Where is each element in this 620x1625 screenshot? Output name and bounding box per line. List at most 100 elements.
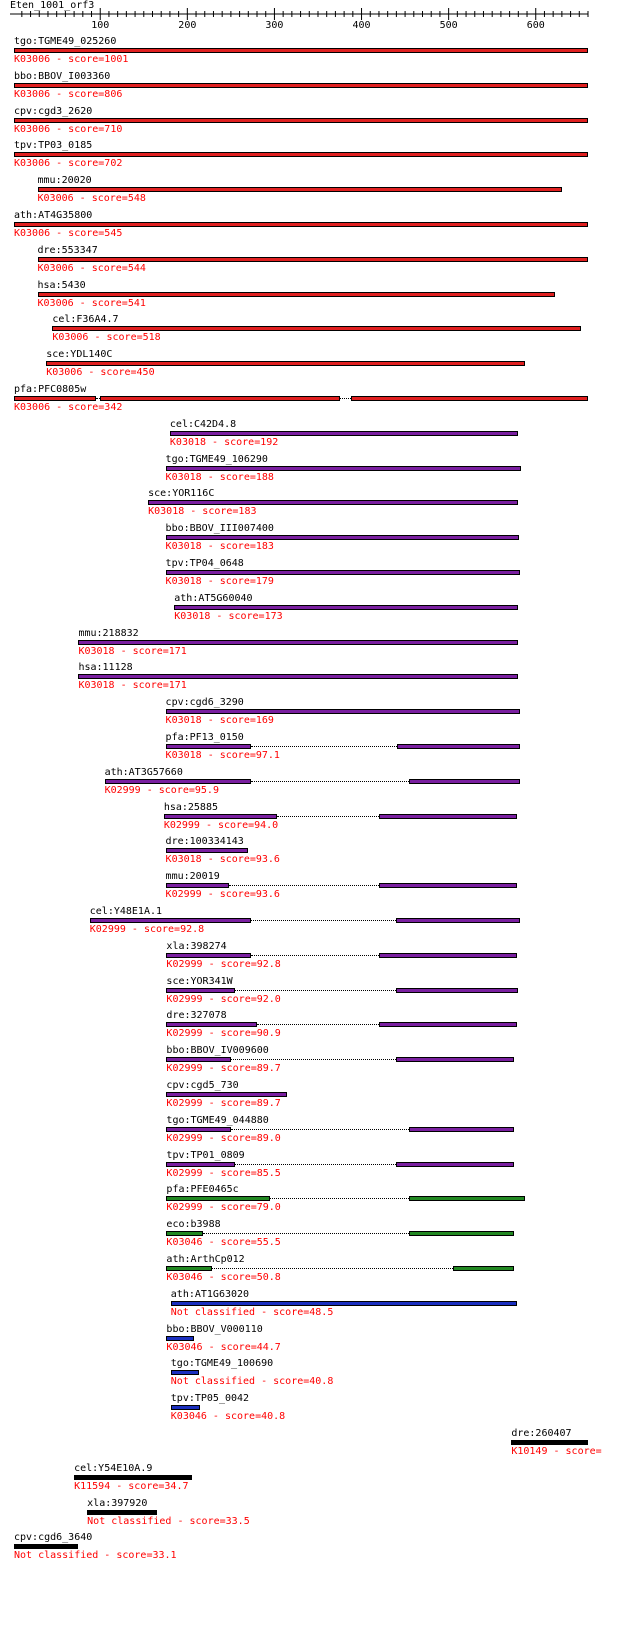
hit-score-link[interactable]: K03006 - score=342 (14, 402, 123, 413)
hit-name-link[interactable]: dre:260407 (511, 1428, 572, 1439)
hit-score-link[interactable]: K03046 - score=50.8 (166, 1272, 281, 1283)
hit-row[interactable]: cel:Y54E10A.9 K11594 - score=34.7 (0, 1463, 620, 1499)
hit-score-link[interactable]: K02999 - score=89.0 (166, 1132, 281, 1144)
hit-row[interactable]: dre:260407 K10149 - score= (0, 1428, 620, 1464)
hit-name-link[interactable]: sce:YOR341W (166, 975, 233, 987)
hit-row[interactable]: sce:YOR341W K02999 - score=92.0 (0, 976, 620, 1012)
hit-name-link[interactable]: dre:327078 (166, 1010, 227, 1022)
alignment-bar[interactable] (14, 48, 588, 53)
hit-row[interactable]: xla:397920 Not classified - score=33.5 (0, 1498, 620, 1534)
hit-score-link[interactable]: K03046 - score=40.8 (170, 1411, 286, 1423)
hit-name-link[interactable]: mmu:20020 (37, 175, 92, 187)
alignment-bar[interactable] (14, 152, 588, 158)
alignment-bar[interactable] (37, 256, 588, 262)
hit-name-link[interactable]: dre:553347 (37, 244, 98, 256)
hit-score-link[interactable]: K03018 - score=173 (174, 610, 283, 622)
alignment-bar[interactable] (166, 952, 251, 958)
alignment-bar[interactable] (37, 187, 562, 193)
alignment-bar[interactable] (378, 1022, 517, 1028)
hit-row[interactable]: eco:b3988 K03046 - score=55.5 (0, 1219, 620, 1255)
hit-name-link[interactable]: dre:100334143 (165, 836, 244, 848)
hit-name-link[interactable]: sce:YDL140C (46, 349, 113, 361)
hit-name-link[interactable]: ath:AT3G57660 (104, 766, 183, 778)
hit-row[interactable]: dre:327078 K02999 - score=90.9 (0, 1010, 620, 1046)
hit-name-link[interactable]: cel:C42D4.8 (169, 418, 237, 430)
hit-score-link[interactable]: K03018 - score=192 (169, 436, 279, 448)
hit-score-link[interactable]: K02999 - score=85.5 (166, 1167, 281, 1179)
hit-score-link[interactable]: K03018 - score=169 (165, 715, 274, 727)
alignment-bar[interactable] (166, 1335, 195, 1341)
hit-row[interactable]: ath:ArthCp012 K03046 - score=50.8 (0, 1254, 620, 1290)
alignment-bar[interactable] (165, 570, 521, 575)
hit-score-link[interactable]: K02999 - score=79.0 (166, 1202, 281, 1214)
alignment-bar[interactable] (351, 396, 588, 401)
hit-score-link[interactable]: K02999 - score=95.9 (104, 784, 219, 796)
alignment-bar[interactable] (378, 813, 517, 819)
hit-row[interactable]: mmu:20019 K02999 - score=93.6 (0, 871, 620, 907)
hit-row[interactable]: ath:AT5G60040 K03018 - score=173 (0, 593, 620, 629)
hit-score-link[interactable]: K02999 - score=89.7 (166, 1098, 281, 1109)
alignment-bar[interactable] (14, 117, 588, 123)
hit-name-link[interactable]: cpv:cgd5_730 (166, 1080, 239, 1091)
hit-row[interactable]: pfa:PFC0805w K03006 - score=342 (0, 384, 620, 420)
hit-row[interactable]: pfa:PFE0465c K02999 - score=79.0 (0, 1184, 620, 1220)
hit-row[interactable]: hsa:25885 K02999 - score=94.0 (0, 802, 620, 838)
hit-score-link[interactable]: K03018 - score=188 (165, 471, 274, 483)
hit-name-link[interactable]: tgo:TGME49_025260 (14, 36, 117, 47)
alignment-bar[interactable] (511, 1440, 588, 1445)
hit-name-link[interactable]: tgo:TGME49_106290 (165, 453, 268, 465)
hit-score-link[interactable]: K03018 - score=93.6 (165, 854, 280, 866)
hit-score-link[interactable]: K03018 - score=183 (148, 506, 257, 518)
hit-score-link[interactable]: K02999 - score=89.7 (166, 1063, 281, 1075)
hit-score-link[interactable]: K03018 - score=179 (165, 576, 274, 587)
hit-name-link[interactable]: ath:AT5G60040 (174, 592, 253, 604)
hit-name-link[interactable]: ath:AT1G63020 (170, 1288, 250, 1300)
hit-name-link[interactable]: pfa:PF13_0150 (165, 732, 244, 743)
hit-score-link[interactable]: Not classified - score=33.1 (14, 1550, 177, 1562)
hit-row[interactable]: tgo:TGME49_044880 K02999 - score=89.0 (0, 1115, 620, 1151)
hit-row[interactable]: sce:YOR116C K03018 - score=183 (0, 488, 620, 524)
alignment-bar[interactable] (165, 744, 251, 749)
hit-score-link[interactable]: K03006 - score=1001 (14, 54, 129, 65)
hit-score-link[interactable]: K03018 - score=171 (78, 680, 187, 692)
hit-score-link[interactable]: K03006 - score=544 (37, 262, 146, 274)
hit-row[interactable]: bbo:BBOV_I003360 K03006 - score=806 (0, 71, 620, 107)
alignment-bar[interactable] (74, 1474, 192, 1480)
hit-row[interactable]: hsa:11128 K03018 - score=171 (0, 662, 620, 698)
hit-row[interactable]: tgo:TGME49_025260 K03006 - score=1001 (0, 36, 620, 72)
alignment-bar[interactable] (14, 82, 588, 88)
alignment-bar[interactable] (165, 883, 230, 889)
hit-name-link[interactable]: tpv:TP03_0185 (14, 140, 93, 152)
hit-row[interactable]: tgo:TGME49_106290 K03018 - score=188 (0, 454, 620, 490)
hit-name-link[interactable]: cpv:cgd6_3290 (165, 697, 244, 709)
hit-score-link[interactable]: K02999 - score=93.6 (165, 889, 280, 901)
hit-score-link[interactable]: K03018 - score=97.1 (165, 750, 280, 761)
alignment-bar[interactable] (165, 848, 249, 854)
hit-row[interactable]: dre:553347 K03006 - score=544 (0, 245, 620, 281)
hit-row[interactable]: cpv:cgd3_2620 K03006 - score=710 (0, 106, 620, 142)
hit-row[interactable]: cel:C42D4.8 K03018 - score=192 (0, 419, 620, 455)
hit-name-link[interactable]: cel:F36A4.7 (52, 314, 119, 326)
alignment-bar[interactable] (163, 813, 278, 819)
hit-name-link[interactable]: sce:YOR116C (148, 488, 215, 500)
hit-row[interactable]: sce:YDL140C K03006 - score=450 (0, 349, 620, 385)
alignment-bar[interactable] (452, 1266, 514, 1271)
hit-name-link[interactable]: hsa:11128 (78, 662, 133, 674)
alignment-bar[interactable] (14, 1544, 79, 1550)
alignment-bar[interactable] (166, 1057, 231, 1063)
alignment-bar[interactable] (165, 709, 521, 715)
hit-row[interactable]: cpv:cgd5_730 K02999 - score=89.7 (0, 1080, 620, 1116)
hit-row[interactable]: tpv:TP04_0648 K03018 - score=179 (0, 558, 620, 594)
hit-name-link[interactable]: pfa:PFE0465c (166, 1184, 239, 1196)
hit-score-link[interactable]: K03006 - score=548 (37, 193, 146, 205)
alignment-bar[interactable] (166, 1196, 271, 1202)
alignment-bar[interactable] (170, 1300, 517, 1306)
alignment-bar[interactable] (166, 1231, 203, 1237)
hit-score-link[interactable]: K02999 - score=92.8 (89, 924, 205, 935)
alignment-bar[interactable] (166, 1126, 231, 1132)
alignment-bar[interactable] (378, 883, 517, 889)
hit-name-link[interactable]: hsa:25885 (163, 801, 218, 813)
alignment-bar[interactable] (78, 674, 519, 680)
hit-name-link[interactable]: pfa:PFC0805w (14, 384, 87, 395)
hit-score-link[interactable]: Not classified - score=48.5 (170, 1306, 334, 1318)
